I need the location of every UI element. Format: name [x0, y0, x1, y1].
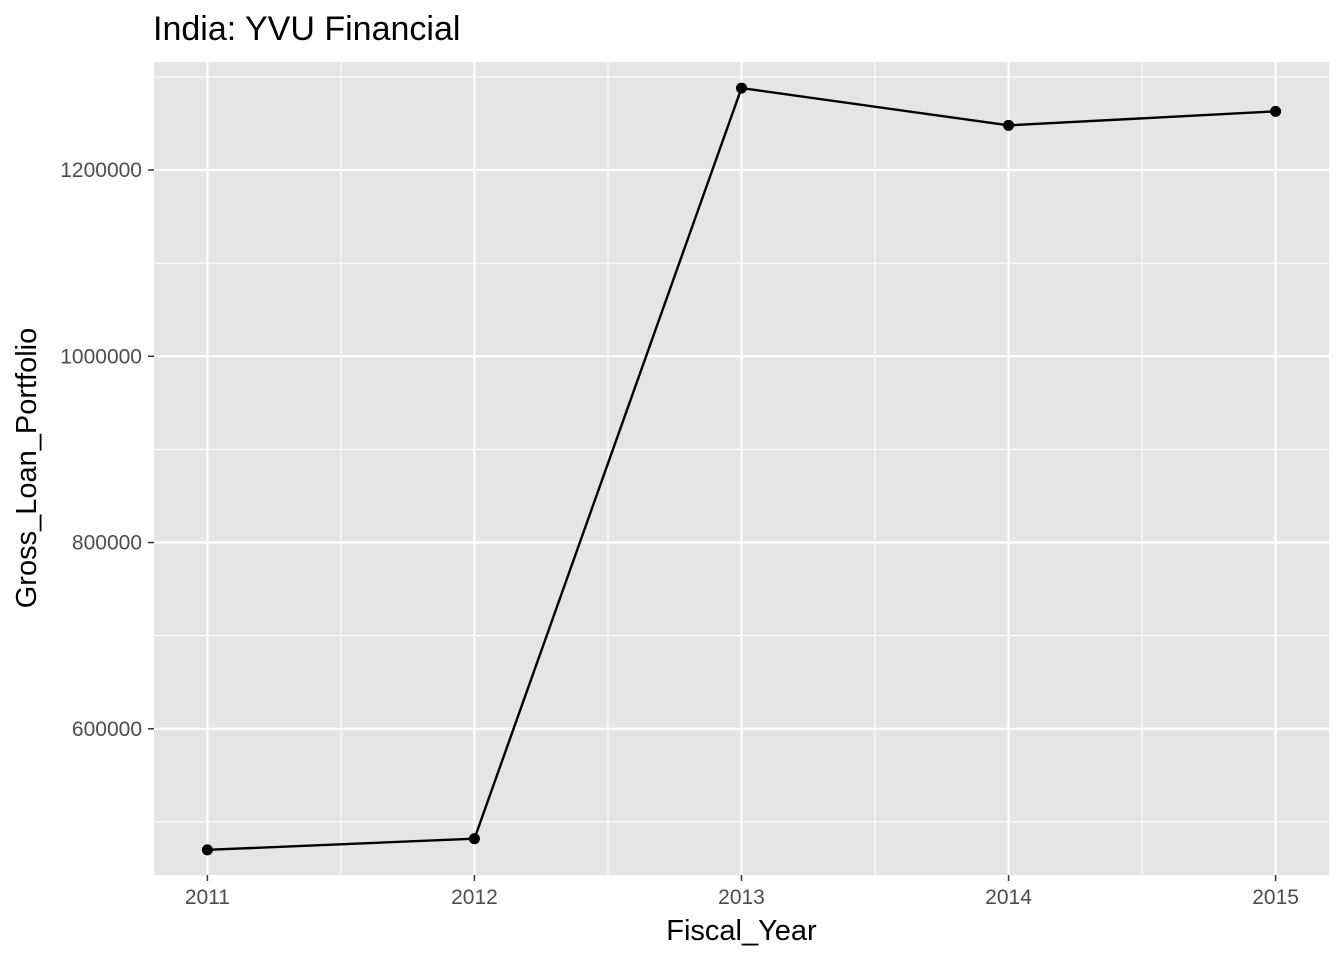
- x-tick-label: 2013: [718, 886, 765, 909]
- x-tick-label: 2011: [185, 886, 230, 909]
- x-tick-label: 2015: [1252, 886, 1299, 909]
- major-gridlines-x: [206, 62, 1277, 875]
- y-tick-label: 1000000: [60, 345, 142, 368]
- y-tick-label: 1200000: [60, 159, 142, 182]
- x-tick-label: 2012: [451, 886, 498, 909]
- x-tick-label: 2014: [985, 886, 1032, 909]
- minor-gridlines-x: [340, 62, 1143, 875]
- series-points: [201, 82, 1282, 856]
- major-gridlines-y: [154, 168, 1329, 730]
- y-tick-label: 600000: [72, 718, 142, 741]
- y-axis-title: Gross_Loan_Portfolio: [11, 328, 43, 609]
- x-axis-ticks: 2011 2012 2013 2014 2015: [185, 875, 1299, 909]
- data-point: [468, 833, 480, 845]
- data-point: [1003, 119, 1015, 131]
- data-point: [201, 844, 213, 856]
- y-axis-ticks: 600000 800000 1000000 1200000: [60, 159, 154, 741]
- y-tick-label: 800000: [72, 532, 142, 555]
- data-point: [1270, 105, 1282, 117]
- x-axis-title: Fiscal_Year: [666, 915, 817, 947]
- data-point: [736, 82, 747, 94]
- chart-title: India: YVU Financial: [153, 10, 460, 48]
